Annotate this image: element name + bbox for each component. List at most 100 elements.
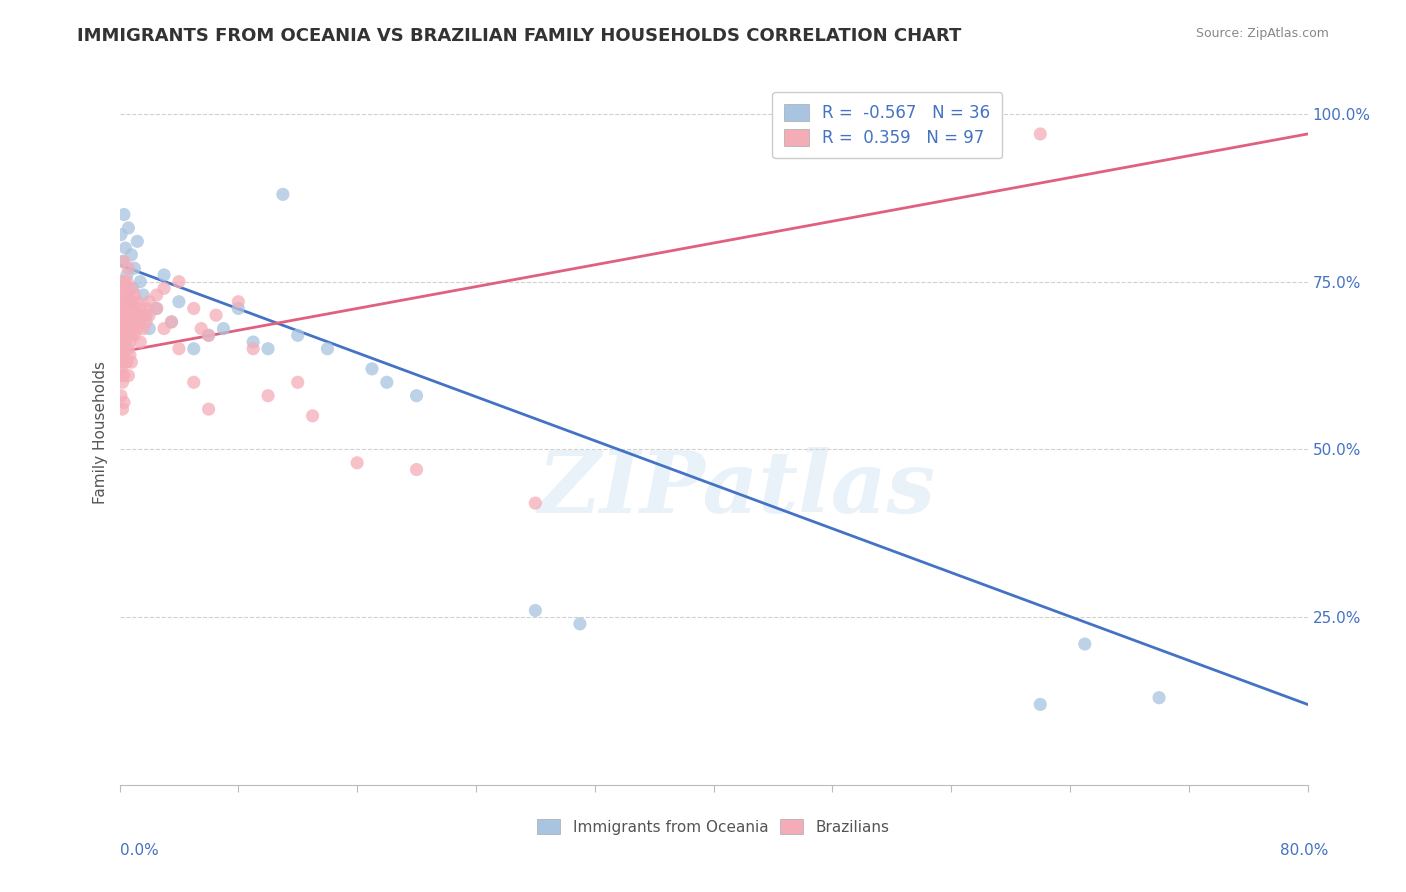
Point	[112, 348, 135, 362]
Point	[117, 301, 139, 316]
Point	[118, 294, 141, 309]
Point	[190, 321, 212, 335]
Point	[160, 315, 183, 329]
Point	[153, 268, 176, 282]
Point	[568, 616, 591, 631]
Point	[271, 187, 294, 202]
Point	[135, 301, 157, 316]
Point	[118, 321, 141, 335]
Point	[375, 376, 398, 390]
Point	[124, 301, 146, 316]
Point	[111, 328, 134, 343]
Point	[115, 355, 138, 369]
Point	[242, 342, 264, 356]
Point	[212, 321, 235, 335]
Point	[138, 308, 160, 322]
Point	[112, 294, 135, 309]
Point	[197, 328, 219, 343]
Point	[110, 227, 132, 242]
Point	[127, 308, 149, 322]
Point	[183, 376, 205, 390]
Point	[111, 376, 134, 390]
Point	[110, 308, 132, 322]
Point	[145, 301, 167, 316]
Point	[205, 308, 228, 322]
Point	[124, 328, 146, 343]
Point	[197, 328, 219, 343]
Point	[120, 281, 142, 295]
Point	[112, 254, 135, 268]
Point	[122, 308, 145, 322]
Point	[127, 294, 149, 309]
Point	[112, 342, 135, 356]
Point	[301, 409, 323, 423]
Point	[115, 328, 138, 343]
Point	[115, 321, 138, 335]
Point	[124, 261, 146, 276]
Point	[111, 402, 134, 417]
Point	[114, 315, 136, 329]
Point	[110, 334, 132, 349]
Point	[117, 342, 139, 356]
Point	[183, 342, 205, 356]
Text: IMMIGRANTS FROM OCEANIA VS BRAZILIAN FAMILY HOUSEHOLDS CORRELATION CHART: IMMIGRANTS FROM OCEANIA VS BRAZILIAN FAM…	[77, 27, 962, 45]
Point	[115, 294, 138, 309]
Point	[153, 281, 176, 295]
Point	[110, 348, 132, 362]
Point	[122, 294, 145, 309]
Point	[120, 301, 142, 316]
Point	[120, 315, 142, 329]
Point	[1029, 698, 1052, 712]
Point	[112, 275, 135, 289]
Point	[316, 342, 339, 356]
Point	[114, 355, 136, 369]
Point	[524, 603, 547, 617]
Point	[110, 294, 132, 309]
Point	[118, 334, 141, 349]
Point	[287, 376, 309, 390]
Point	[111, 301, 134, 316]
Point	[118, 348, 141, 362]
Point	[120, 248, 142, 262]
Point	[167, 294, 190, 309]
Point	[1074, 637, 1097, 651]
Point	[112, 308, 135, 322]
Point	[122, 321, 145, 335]
Point	[115, 308, 138, 322]
Point	[112, 207, 135, 221]
Point	[138, 294, 160, 309]
Point	[132, 321, 155, 335]
Text: Source: ZipAtlas.com: Source: ZipAtlas.com	[1195, 27, 1329, 40]
Point	[124, 315, 146, 329]
Point	[117, 221, 139, 235]
Point	[1029, 127, 1052, 141]
Point	[111, 315, 134, 329]
Point	[287, 328, 309, 343]
Point	[120, 355, 142, 369]
Point	[111, 281, 134, 295]
Point	[167, 342, 190, 356]
Point	[346, 456, 368, 470]
Point	[132, 288, 155, 302]
Point	[114, 288, 136, 302]
Point	[167, 275, 190, 289]
Point	[111, 342, 134, 356]
Point	[361, 362, 384, 376]
Point	[114, 281, 136, 295]
Point	[257, 389, 280, 403]
Point	[111, 355, 134, 369]
Point	[117, 288, 139, 302]
Point	[257, 342, 280, 356]
Point	[127, 235, 149, 249]
Point	[114, 334, 136, 349]
Point	[135, 315, 157, 329]
Point	[228, 294, 250, 309]
Point	[120, 328, 142, 343]
Point	[160, 315, 183, 329]
Point	[114, 328, 136, 343]
Point	[114, 241, 136, 255]
Point	[115, 268, 138, 282]
Point	[228, 301, 250, 316]
Legend: Immigrants from Oceania, Brazilians: Immigrants from Oceania, Brazilians	[531, 813, 896, 841]
Point	[118, 308, 141, 322]
